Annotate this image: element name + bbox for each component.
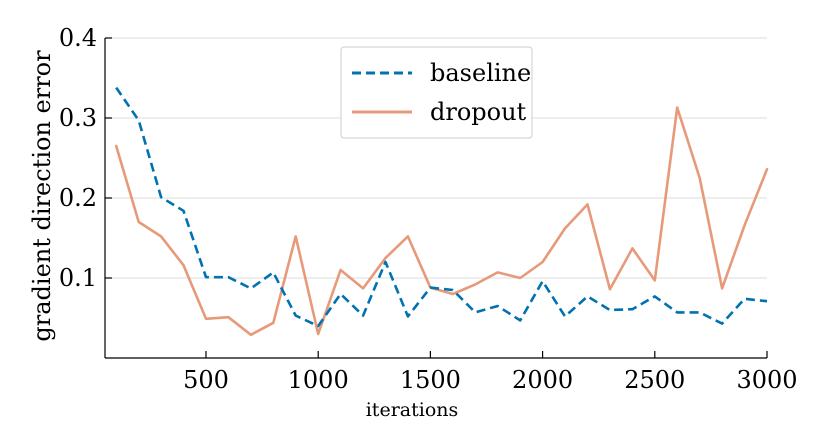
x-tick-label: 1000 <box>288 366 349 394</box>
y-tick-label: 0.4 <box>59 24 97 52</box>
x-axis-title: iterations <box>366 399 459 421</box>
legend-frame <box>340 46 533 139</box>
x-tick-label: 2500 <box>624 366 685 394</box>
x-tick-label: 500 <box>183 366 229 394</box>
tick-labels: 0.1 0.2 0.3 0.4 500 1000 1500 2000 2500 3000 <box>59 24 798 394</box>
x-tick-label: 3000 <box>736 366 797 394</box>
series-lines <box>114 86 769 337</box>
series-line-dropout <box>114 106 769 337</box>
y-tick-label: 0.1 <box>59 264 97 292</box>
y-tick-label: 0.3 <box>59 104 97 132</box>
legend: baseline dropout <box>340 46 533 139</box>
axes <box>104 37 768 359</box>
y-tick-label: 0.2 <box>59 184 97 212</box>
x-tick-label: 2000 <box>512 366 573 394</box>
y-axis-title: gradient direction error <box>28 50 56 342</box>
x-tick-label: 1500 <box>400 366 461 394</box>
series-line-baseline <box>115 86 768 328</box>
legend-label-dropout: dropout <box>430 98 527 126</box>
legend-label-baseline: baseline <box>430 59 531 87</box>
